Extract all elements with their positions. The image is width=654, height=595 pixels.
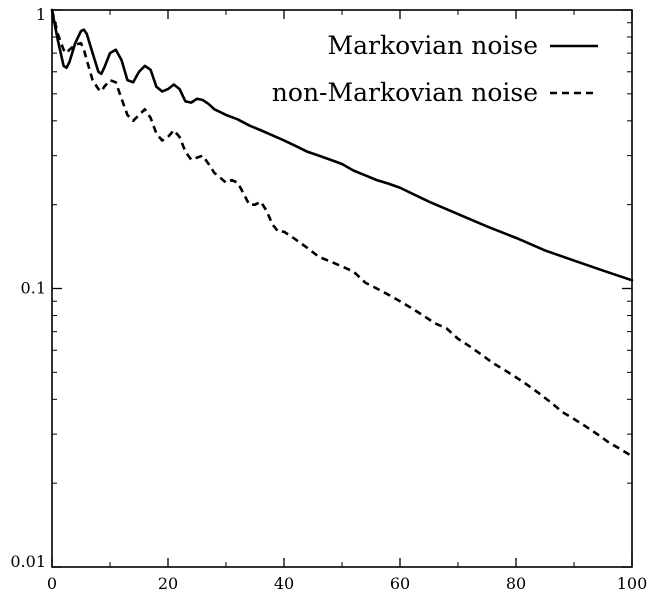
series-layer bbox=[50, 8, 634, 458]
x-tick-label: 0 bbox=[47, 574, 57, 593]
x-tick-label: 60 bbox=[390, 574, 410, 593]
legend-label: Markovian noise bbox=[328, 31, 539, 60]
x-tick-label: 80 bbox=[506, 574, 526, 593]
legend-label: non-Markovian noise bbox=[272, 78, 538, 107]
x-tick-label: 40 bbox=[274, 574, 294, 593]
y-tick-label: 0.01 bbox=[10, 552, 46, 571]
series-line-non-markovian bbox=[50, 9, 633, 458]
axes-layer: 0 20 40 60 80 100 0.01 0.1 1 bbox=[10, 5, 647, 593]
x-tick-label: 100 bbox=[617, 574, 648, 593]
legend: Markovian noise non-Markovian noise bbox=[272, 31, 598, 107]
x-tick-label: 20 bbox=[158, 574, 178, 593]
y-tick-label: 0.1 bbox=[21, 279, 46, 298]
series-line-markovian bbox=[50, 8, 634, 282]
y-tick-label: 1 bbox=[36, 5, 46, 24]
